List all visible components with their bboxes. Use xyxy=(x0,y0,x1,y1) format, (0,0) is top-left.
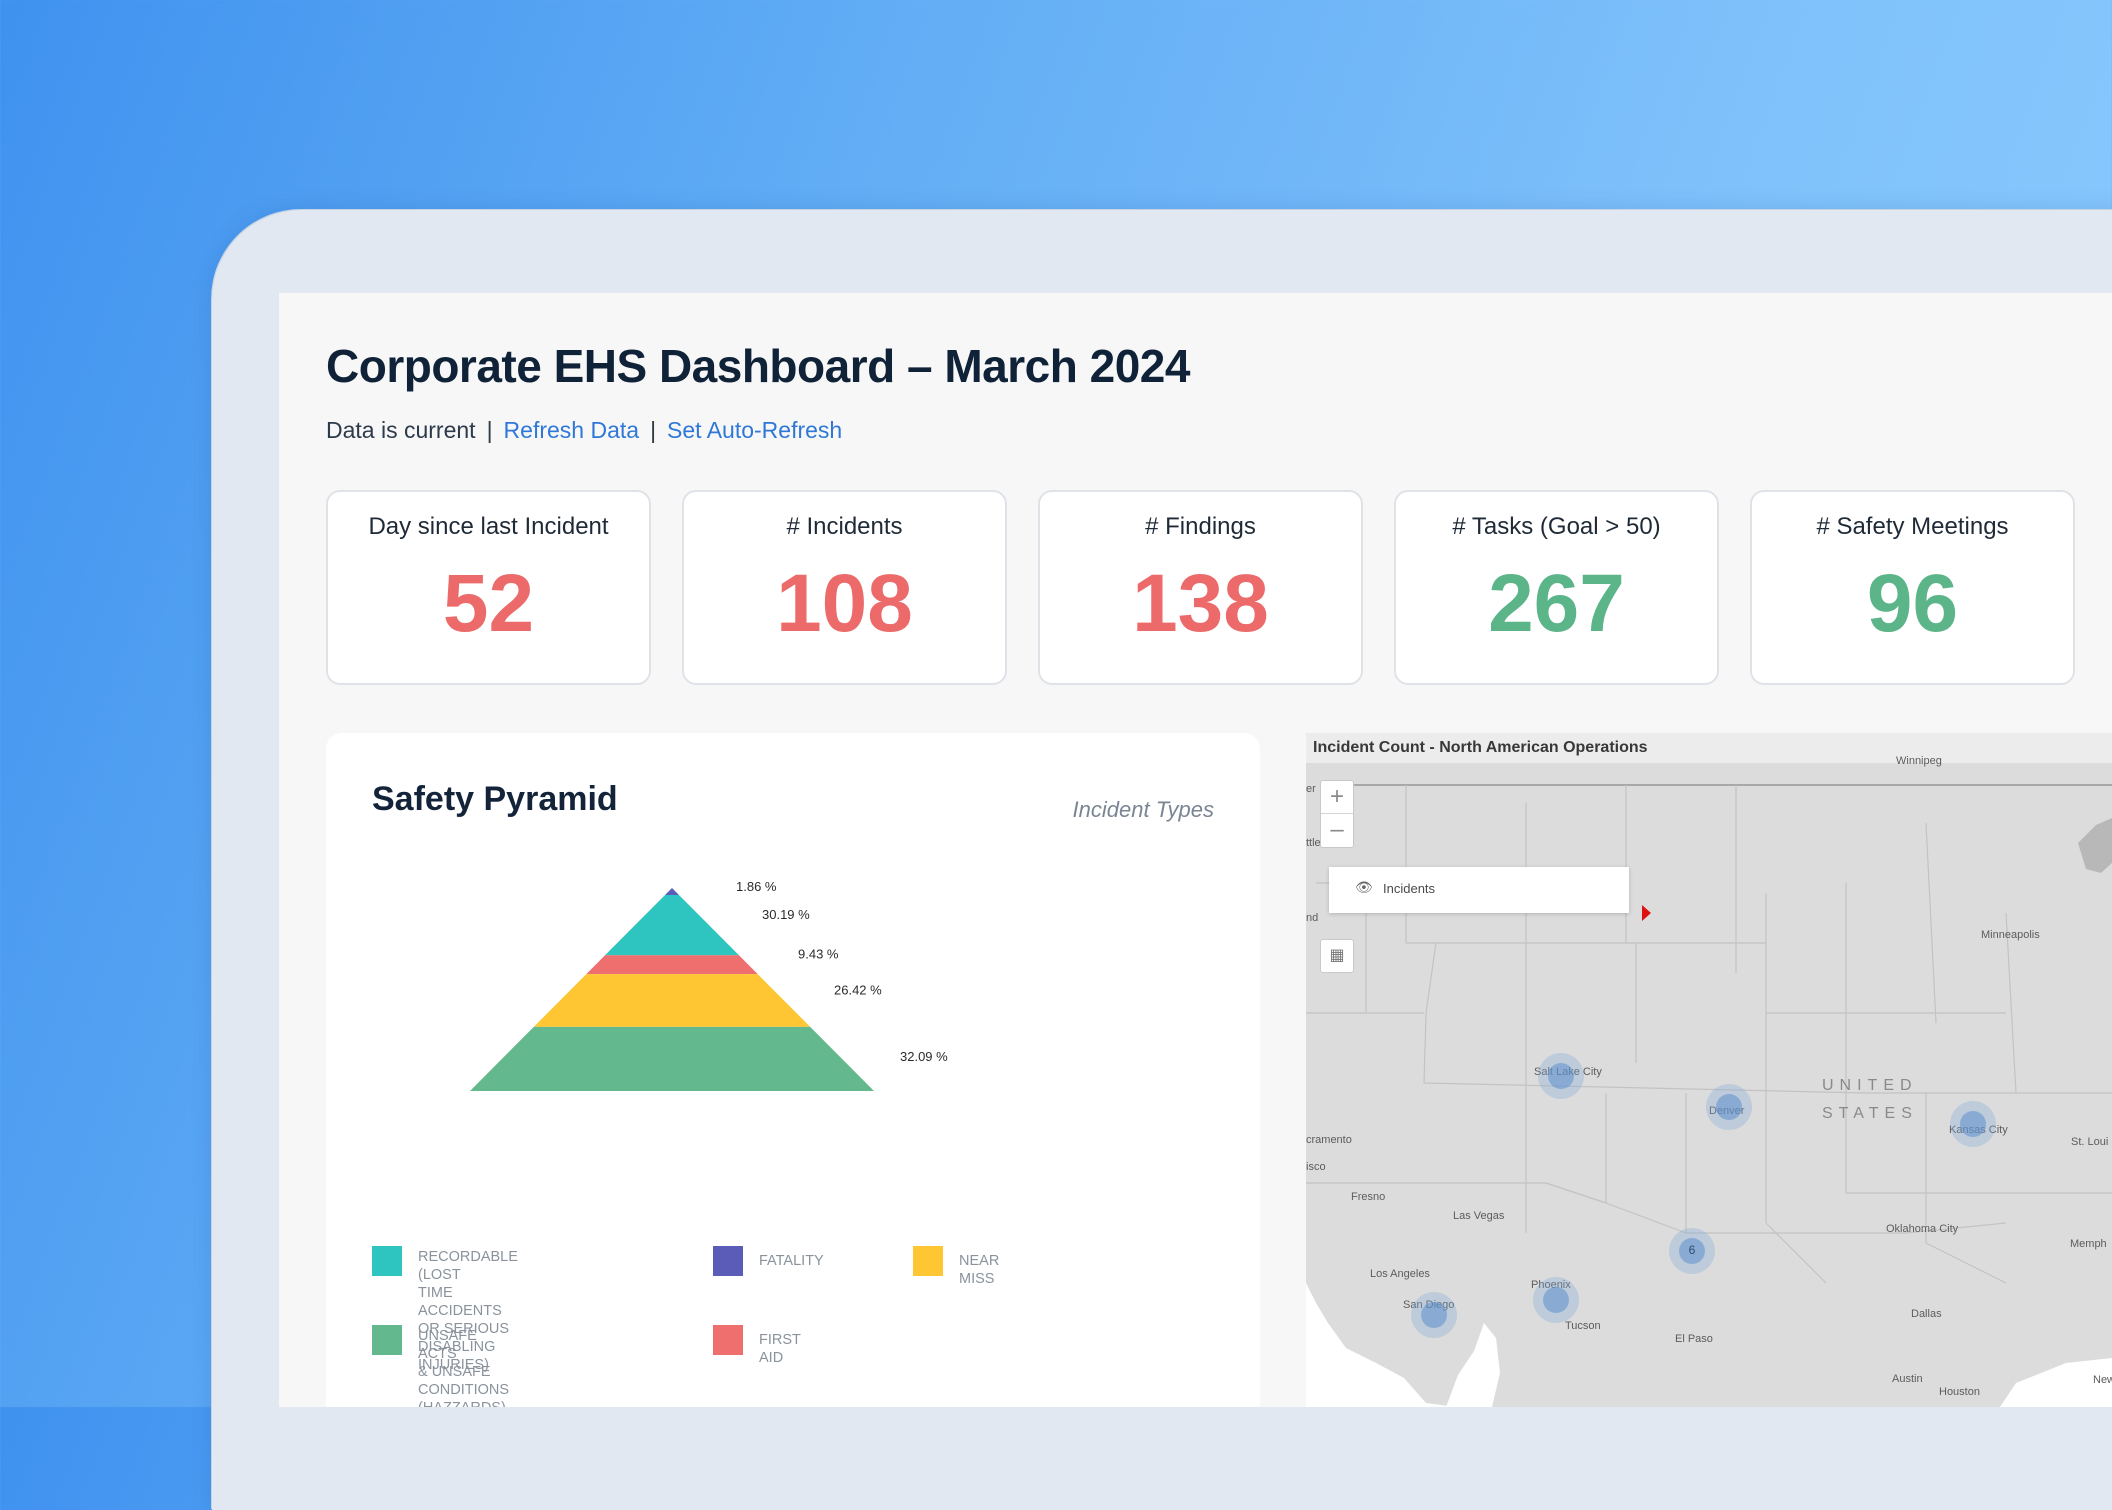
kpi-label: # Findings xyxy=(1145,513,1256,540)
eye-icon[interactable]: 👁 xyxy=(1355,879,1373,895)
map-zoom-control: + – xyxy=(1320,780,1354,848)
city-label: El Paso xyxy=(1675,1333,1713,1345)
kpi-card-incidents[interactable]: # Incidents 108 xyxy=(682,490,1007,685)
legend-swatch xyxy=(372,1325,402,1355)
city-label: er xyxy=(1306,783,1316,795)
legend-label: Recordable (lost time accidents or serio… xyxy=(418,1249,518,1373)
legend-label: Fatality xyxy=(759,1253,824,1269)
legend-swatch xyxy=(713,1325,743,1355)
legend-label: First aid xyxy=(759,1332,801,1366)
set-auto-refresh-link[interactable]: Set Auto-Refresh xyxy=(667,417,843,443)
city-label: Dallas xyxy=(1911,1308,1942,1320)
legend-swatch xyxy=(713,1246,743,1276)
gulf-area xyxy=(1446,1323,1500,1407)
zoom-in-button[interactable]: + xyxy=(1321,781,1353,814)
incident-cluster-marker[interactable] xyxy=(1538,1053,1584,1099)
pyramid-percent-label: 9.43 % xyxy=(798,947,839,962)
city-label: New xyxy=(2093,1374,2112,1386)
kpi-value: 108 xyxy=(776,558,913,649)
qr-code-button[interactable]: ▦ xyxy=(1320,939,1354,973)
kpi-card-days-since-incident[interactable]: Day since last Incident 52 xyxy=(326,490,651,685)
pyramid-percent-label: 1.86 % xyxy=(736,879,777,894)
kpi-value: 138 xyxy=(1132,558,1269,649)
refresh-data-link[interactable]: Refresh Data xyxy=(503,417,640,443)
kpi-label: # Safety Meetings xyxy=(1816,513,2009,540)
pyramid-level[interactable] xyxy=(665,888,679,895)
city-label: Oklahoma City xyxy=(1886,1223,1959,1235)
separator: | xyxy=(650,417,657,443)
safety-pyramid-card: Safety Pyramid Incident Types 1.86 % 30.1… xyxy=(326,733,1260,1407)
pyramid-percent-label: 32.09 % xyxy=(900,1049,948,1064)
legend-swatch xyxy=(913,1246,943,1276)
dashboard-screen: Corporate EHS Dashboard – March 2024 Dat… xyxy=(279,293,2112,1407)
pyramid-level[interactable] xyxy=(533,974,811,1027)
pyramid-title: Safety Pyramid xyxy=(372,780,618,818)
pyramid-legend: Recordable (lost time accidents or serio… xyxy=(372,1246,1232,1407)
incident-cluster-marker[interactable] xyxy=(1533,1277,1579,1323)
city-label: Minneapolis xyxy=(1981,929,2040,941)
gulf-area xyxy=(2000,1358,2112,1407)
legend-label: Near miss xyxy=(959,1253,1000,1287)
city-label: Austin xyxy=(1892,1373,1923,1385)
city-label: isco xyxy=(1306,1161,1326,1173)
pyramid-percent-label: 30.19 % xyxy=(762,907,810,922)
data-status-bar: Data is current | Refresh Data | Set Auto-Re… xyxy=(326,417,842,444)
city-label: Tucson xyxy=(1565,1320,1601,1332)
pyramid-level[interactable] xyxy=(470,1026,874,1091)
legend-swatch xyxy=(372,1246,402,1276)
kpi-label: # Incidents xyxy=(786,513,903,540)
incident-cluster-marker[interactable] xyxy=(1950,1101,1996,1147)
data-status-text: Data is current xyxy=(326,417,476,443)
map-title: Incident Count - North American Operatio… xyxy=(1306,733,2112,763)
pyramid-level[interactable] xyxy=(586,955,758,975)
incident-cluster-marker[interactable] xyxy=(1411,1292,1457,1338)
kpi-label: Day since last Incident xyxy=(368,513,609,540)
layer-label: Incidents xyxy=(1383,881,1436,896)
city-label: Memph xyxy=(2070,1238,2107,1250)
region-label: STATES xyxy=(1822,1105,1918,1122)
page-title: Corporate EHS Dashboard – March 2024 xyxy=(326,340,1190,392)
city-label: Houston xyxy=(1939,1386,1980,1398)
city-label: Fresno xyxy=(1351,1191,1386,1203)
zoom-out-button[interactable]: – xyxy=(1330,816,1344,843)
pyramid-subtitle: Incident Types xyxy=(1072,797,1214,822)
legend-label: Unsafe acts & unsafe conditions (hazzard… xyxy=(418,1328,510,1407)
lake-area xyxy=(2078,818,2112,873)
layer-toggle-incidents[interactable]: 👁 Incidents xyxy=(1329,867,1629,913)
city-label: cramento xyxy=(1306,1134,1352,1146)
city-label: nd xyxy=(1306,912,1319,924)
region-label: UNITED xyxy=(1822,1077,1918,1094)
kpi-card-findings[interactable]: # Findings 138 xyxy=(1038,490,1363,685)
incident-cluster-marker[interactable]: 6 xyxy=(1669,1228,1715,1274)
kpi-value: 52 xyxy=(442,558,535,649)
city-label: ttle xyxy=(1306,837,1321,849)
layer-pointer-marker xyxy=(1642,905,1651,921)
pyramid-chart: 1.86 % 30.19 % 9.43 % 26.42 % 32.09 % xyxy=(470,879,948,1091)
separator: | xyxy=(486,417,493,443)
kpi-label: # Tasks (Goal > 50) xyxy=(1452,513,1661,540)
ocean-area xyxy=(1306,763,1456,1407)
pyramid-percent-label: 26.42 % xyxy=(834,983,882,998)
city-label: Las Vegas xyxy=(1453,1210,1505,1222)
city-label: St. Loui xyxy=(2071,1136,2109,1148)
kpi-card-tasks[interactable]: # Tasks (Goal > 50) 267 xyxy=(1394,490,1719,685)
pyramid-level[interactable] xyxy=(605,894,739,956)
city-label: Winnipeg xyxy=(1896,755,1942,767)
city-label: Los Angeles xyxy=(1370,1268,1430,1280)
incident-cluster-marker[interactable] xyxy=(1706,1084,1752,1130)
kpi-value: 267 xyxy=(1488,558,1625,649)
incident-map[interactable]: Incident Count - North American Operatio… xyxy=(1306,733,2112,1407)
kpi-card-safety-meetings[interactable]: # Safety Meetings 96 xyxy=(1750,490,2075,685)
kpi-value: 96 xyxy=(1866,558,1959,649)
